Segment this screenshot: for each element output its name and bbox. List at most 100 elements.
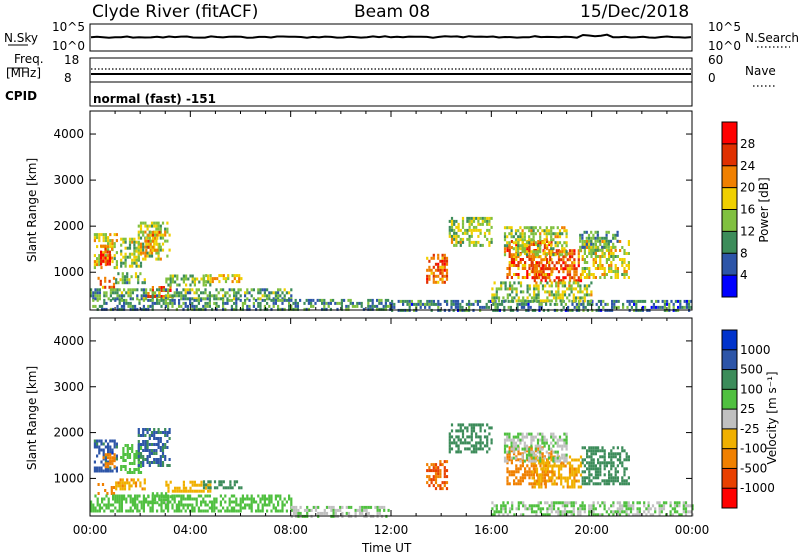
range-gate-cell xyxy=(476,302,479,306)
range-gate-cell xyxy=(464,426,467,430)
range-gate-cell xyxy=(349,298,352,302)
range-gate-cell xyxy=(568,273,572,277)
range-gate-cell xyxy=(102,451,105,455)
range-gate-cell xyxy=(521,276,524,279)
range-gate-cell xyxy=(136,497,139,501)
range-gate-cell xyxy=(184,509,187,513)
range-gate-cell xyxy=(292,307,295,311)
range-gate-cell xyxy=(605,233,608,237)
range-gate-cell xyxy=(277,291,280,295)
range-gate-cell xyxy=(603,245,606,249)
range-gate-cell xyxy=(643,501,646,505)
range-gate-cell xyxy=(127,304,130,308)
range-gate-cell xyxy=(314,508,318,512)
x-tick-label: 00:00 xyxy=(675,523,710,537)
range-gate-cell xyxy=(548,507,551,511)
range-gate-cell xyxy=(189,301,192,305)
range-gate-cell xyxy=(437,484,440,488)
range-gate-cell xyxy=(540,261,543,265)
range-gate-cell xyxy=(555,261,558,265)
range-gate-cell xyxy=(616,452,619,456)
range-gate-cell xyxy=(106,250,109,254)
range-gate-cell xyxy=(168,233,171,237)
range-gate-cell xyxy=(603,461,606,465)
range-gate-cell xyxy=(531,299,534,303)
range-gate-cell xyxy=(131,307,134,311)
range-gate-cell xyxy=(603,255,606,258)
range-gate-cell xyxy=(519,476,522,480)
range-gate-cell xyxy=(104,239,107,243)
cpid-panel-frame xyxy=(89,81,693,107)
range-gate-cell xyxy=(209,483,212,487)
range-gate-cell xyxy=(137,236,140,240)
range-gate-cell xyxy=(204,494,207,498)
range-gate-cell xyxy=(577,464,580,468)
range-gate-cell xyxy=(603,455,606,459)
range-gate-cell xyxy=(486,237,489,241)
range-gate-cell xyxy=(159,458,162,461)
range-gate-cell xyxy=(426,277,429,281)
range-gate-cell xyxy=(457,228,460,232)
range-gate-cell xyxy=(524,299,527,303)
range-gate-cell xyxy=(479,228,482,232)
range-gate-cell xyxy=(610,270,613,273)
range-gate-cell xyxy=(155,452,158,455)
x-tick-label: 08:00 xyxy=(273,523,308,537)
range-gate-cell xyxy=(123,481,127,485)
range-gate-cell xyxy=(517,241,520,245)
range-gate-cell xyxy=(551,482,554,486)
range-gate-cell xyxy=(378,505,381,509)
range-gate-cell xyxy=(428,268,431,272)
range-gate-cell xyxy=(587,233,591,237)
range-gate-cell xyxy=(448,225,451,229)
range-gate-cell xyxy=(627,276,630,279)
range-gate-cell xyxy=(539,235,542,239)
range-gate-cell xyxy=(514,253,518,257)
range-gate-cell xyxy=(457,438,460,442)
range-gate-cell xyxy=(615,299,618,303)
range-gate-cell xyxy=(100,266,103,270)
range-gate-cell xyxy=(354,508,357,512)
range-gate-cell xyxy=(131,264,134,268)
range-gate-cell xyxy=(472,219,476,223)
range-gate-cell xyxy=(535,293,538,297)
range-gate-cell xyxy=(113,242,116,246)
range-gate-cell xyxy=(684,513,688,517)
range-gate-cell xyxy=(541,229,544,233)
range-gate-cell xyxy=(233,288,236,292)
range-gate-cell xyxy=(133,456,136,459)
range-gate-cell xyxy=(521,235,524,239)
range-gate-cell xyxy=(566,485,569,489)
range-gate-cell xyxy=(621,507,624,511)
range-gate-cell xyxy=(590,452,593,456)
range-gate-cell xyxy=(186,288,189,292)
range-gate-cell xyxy=(544,501,547,505)
range-gate-cell xyxy=(126,272,129,276)
range-gate-cell xyxy=(274,494,277,498)
range-gate-cell xyxy=(106,492,109,495)
range-gate-cell xyxy=(197,307,200,311)
range-gate-cell xyxy=(115,239,118,243)
range-gate-cell xyxy=(472,450,476,454)
range-gate-cell xyxy=(102,259,105,263)
range-gate-cell xyxy=(521,264,524,267)
power-colorbar-segment xyxy=(722,231,737,254)
range-gate-cell xyxy=(428,305,431,309)
range-gate-cell xyxy=(281,297,284,301)
range-gate-cell xyxy=(235,297,238,301)
range-gate-cell xyxy=(119,481,122,485)
range-gate-cell xyxy=(605,245,608,249)
range-gate-cell xyxy=(457,234,460,238)
range-gate-cell xyxy=(585,293,589,297)
range-gate-cell xyxy=(294,298,297,302)
range-gate-cell xyxy=(625,467,628,471)
freq-label: Freq. xyxy=(14,52,44,66)
range-gate-cell xyxy=(263,497,266,501)
range-gate-cell xyxy=(553,470,556,474)
range-gate-cell xyxy=(147,307,150,311)
range-gate-cell xyxy=(191,304,194,308)
range-gate-cell xyxy=(115,233,118,237)
range-gate-cell xyxy=(164,288,167,292)
range-gate-cell xyxy=(450,237,454,241)
range-gate-cell xyxy=(202,509,205,513)
